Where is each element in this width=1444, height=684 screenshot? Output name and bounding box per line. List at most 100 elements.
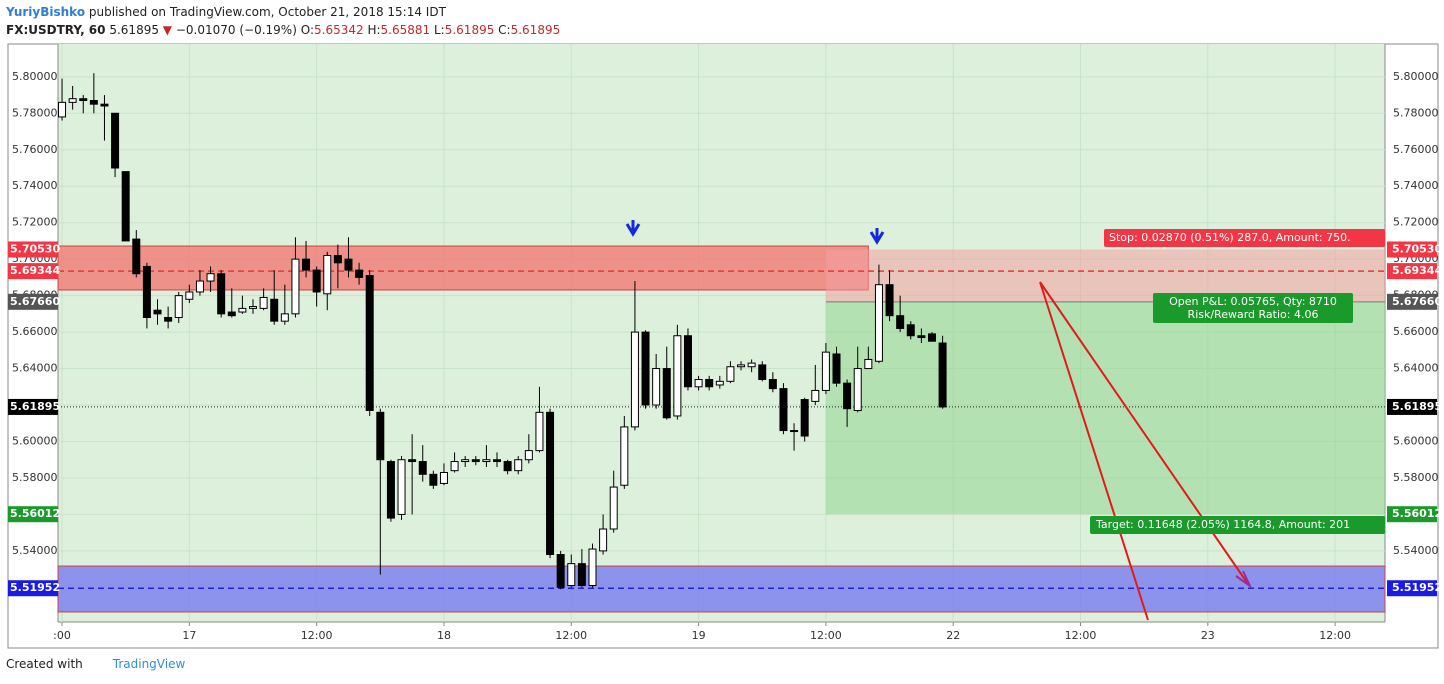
target-box — [1090, 516, 1385, 534]
candle-body — [164, 317, 173, 322]
candle-body — [185, 291, 194, 300]
candle-body — [503, 461, 512, 472]
stop-box — [1104, 229, 1385, 247]
candle-body — [248, 306, 257, 309]
candle-body — [938, 342, 947, 408]
candle-body — [821, 351, 830, 391]
rr-label: Risk/Reward Ratio: 4.06 — [1188, 308, 1319, 321]
candle-body — [843, 382, 852, 410]
candle-body — [535, 411, 544, 452]
price-tag — [1387, 241, 1437, 258]
price-tag-label: 5.61895 — [10, 400, 60, 413]
candle-body — [514, 459, 523, 472]
candle-body — [853, 368, 862, 411]
zone — [57, 245, 869, 291]
price-tag — [1387, 580, 1437, 597]
candle-body — [599, 528, 608, 552]
candle-body — [524, 450, 533, 461]
x-tick-label: 22 — [946, 629, 960, 642]
c-label: C: — [498, 23, 511, 37]
candle-body — [737, 364, 746, 368]
candle-body — [397, 459, 406, 515]
y-tick-label: 5.58000 — [1393, 471, 1439, 484]
candle-body — [896, 315, 905, 329]
pnl-box — [1153, 293, 1353, 323]
candle-body — [68, 98, 77, 103]
candle-body — [291, 258, 300, 315]
y-tick-label: 5.78000 — [12, 106, 58, 119]
candle-body — [609, 486, 618, 530]
candle-body — [89, 100, 98, 105]
price-tag-label: 5.69344 — [1392, 264, 1442, 277]
y-tick-label: 5.74000 — [12, 179, 58, 192]
candle-body — [726, 366, 735, 382]
change: −0.01070 (−0.19%) — [175, 23, 297, 37]
candle-body — [630, 331, 639, 428]
candle-body — [673, 335, 682, 417]
candle-body — [206, 273, 215, 282]
candle-body — [747, 362, 756, 368]
candle-body — [917, 335, 926, 339]
price-tag-label: 5.69344 — [10, 264, 60, 277]
candle-body — [312, 269, 321, 293]
candle-body — [694, 378, 703, 388]
candle-body — [758, 364, 767, 380]
candle-body — [418, 461, 427, 475]
y-tick-label: 5.64000 — [12, 362, 58, 375]
candle-body — [705, 378, 714, 388]
y-tick-label: 5.76000 — [12, 143, 58, 156]
candle-body — [641, 331, 650, 406]
y-tick-label: 5.66000 — [12, 325, 58, 338]
candle-body — [121, 171, 130, 242]
candle-body — [652, 368, 661, 406]
candle-body — [386, 461, 395, 519]
symbol: FX:USDTRY, 60 — [6, 23, 106, 37]
x-tick-label: 12:00 — [810, 629, 842, 642]
last: 5.61895 — [109, 23, 159, 37]
price-tag — [8, 506, 58, 523]
marker-arrow — [625, 220, 641, 237]
pnl-label: Open P&L: 0.05765, Qty: 8710 — [1169, 295, 1337, 308]
close: 5.61895 — [510, 23, 561, 37]
author[interactable]: YuriyBishko — [6, 5, 86, 19]
created: Created with — [6, 657, 83, 671]
published: published on TradingView.com, October 21… — [88, 5, 446, 19]
candle-body — [461, 459, 470, 463]
candle-body — [779, 388, 788, 432]
x-tick-label: 12:00 — [301, 629, 333, 642]
candle-body — [333, 255, 342, 264]
candle-body — [376, 411, 385, 461]
candle-body — [355, 269, 364, 278]
footer: Created with TradingView — [6, 657, 185, 671]
price-tag — [1387, 506, 1437, 523]
candle-body — [927, 333, 936, 342]
x-tick-label: 12:00 — [555, 629, 587, 642]
l-label: L: — [433, 23, 445, 37]
candle-body — [323, 255, 332, 295]
candle-body — [195, 280, 204, 293]
y-tick-label: 5.80000 — [1393, 70, 1439, 83]
brand[interactable]: TradingView — [112, 657, 186, 671]
candle-body — [811, 389, 820, 402]
candle-body — [111, 112, 120, 169]
y-tick-label: 5.54000 — [12, 544, 58, 557]
header-line-1: YuriyBishko published on TradingView.com… — [6, 3, 560, 21]
price-tag-label: 5.70530 — [1392, 242, 1442, 255]
x-tick-label: 12:00 — [1319, 629, 1351, 642]
candle-body — [546, 411, 555, 556]
candle-body — [217, 273, 226, 315]
y-tick-label: 5.54000 — [1393, 544, 1439, 557]
y-tick-label: 5.78000 — [1393, 106, 1439, 119]
candle-body — [832, 353, 841, 384]
x-tick-label: :00 — [53, 629, 71, 642]
zone — [57, 565, 1386, 613]
y-tick-label: 5.80000 — [12, 70, 58, 83]
candle-body — [174, 295, 183, 319]
candle-body — [100, 103, 109, 107]
price-tag-label: 5.61895 — [1392, 400, 1442, 413]
price-tag — [8, 580, 58, 597]
target-label: Target: 0.11648 (2.05%) 1164.8, Amount: … — [1095, 518, 1350, 531]
price-tag-label: 5.51952 — [1392, 581, 1442, 594]
candle-body — [662, 368, 671, 419]
